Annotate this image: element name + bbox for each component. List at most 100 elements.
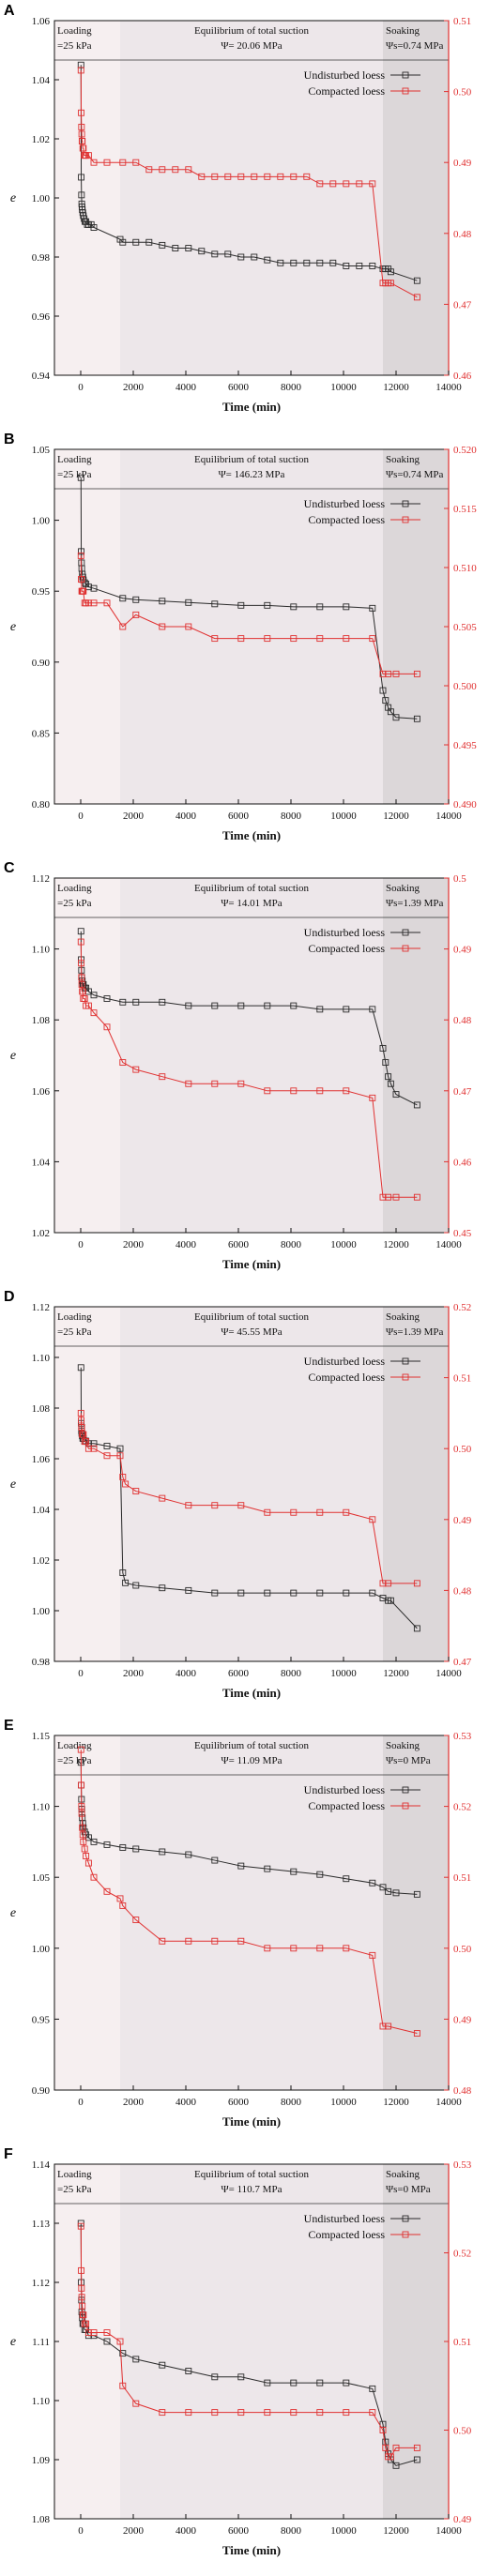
data-point <box>78 576 85 583</box>
x-axis-label: Time (min) <box>222 2543 281 2557</box>
stage-sublabel: =25 kPa <box>57 469 92 480</box>
legend-marker <box>402 1802 409 1810</box>
data-point <box>132 2400 140 2407</box>
y-tick-label: 0.90 <box>32 658 51 669</box>
x-tick-label: 4000 <box>176 811 197 822</box>
stage-sublabel: =25 kPa <box>57 2184 92 2195</box>
y-tick-label: 1.08 <box>32 2514 51 2525</box>
data-point <box>316 1589 324 1597</box>
legend-marker <box>402 87 409 95</box>
y-tick-label: 0.94 <box>32 371 51 382</box>
data-point <box>316 603 324 611</box>
data-point <box>119 1569 127 1576</box>
data-point <box>224 250 232 258</box>
series-line-undisturbed <box>80 65 418 281</box>
data-point <box>119 2382 127 2389</box>
data-point <box>79 138 86 144</box>
data-point <box>343 1508 350 1516</box>
data-point <box>379 1884 387 1891</box>
data-point <box>290 1945 298 1952</box>
data-point <box>79 977 86 985</box>
y-tick-label: 1.06 <box>32 1086 51 1098</box>
data-point <box>237 1937 245 1945</box>
y-tick-label: 0.80 <box>32 799 51 811</box>
data-point <box>290 1868 298 1875</box>
data-point <box>290 1589 298 1597</box>
stage-label: Loading <box>57 1740 92 1751</box>
data-point <box>211 600 219 608</box>
x-tick-label: 4000 <box>176 2097 197 2108</box>
stage-sublabel: Ψs=0 MPa <box>386 1755 431 1766</box>
data-point <box>90 224 98 231</box>
y2-tick-label: 0.47 <box>453 299 472 311</box>
data-point <box>356 263 363 269</box>
data-point <box>387 268 394 276</box>
x-tick-label: 14000 <box>435 2525 462 2537</box>
data-point <box>303 173 311 180</box>
data-point <box>132 1845 140 1853</box>
data-point <box>119 595 127 602</box>
data-point <box>185 599 192 606</box>
data-point <box>132 159 140 166</box>
panel-letter: F <box>4 2146 13 2162</box>
y-tick-label: 1.06 <box>32 16 51 27</box>
data-point <box>237 1002 245 1009</box>
data-point <box>77 928 84 935</box>
legend-marker <box>402 2215 409 2222</box>
y-axis-label: e <box>10 2335 16 2349</box>
legend-label: Undisturbed loess <box>304 497 386 510</box>
chart-panel-F: F Loading =25 kPa Equilibrium of total suct… <box>4 2146 472 2557</box>
y2-tick-label: 0.50 <box>453 2426 472 2437</box>
legend-marker <box>402 929 409 936</box>
stage-band <box>383 1307 449 1661</box>
data-point <box>237 1589 245 1597</box>
data-point <box>159 1494 166 1502</box>
data-point <box>369 635 376 643</box>
data-point <box>379 1044 387 1052</box>
y-tick-label: 1.12 <box>32 2278 50 2289</box>
data-point <box>264 1002 271 1009</box>
data-point <box>132 596 140 603</box>
data-point <box>343 1875 350 1883</box>
data-point <box>90 599 98 607</box>
series-line-undisturbed <box>80 931 418 1106</box>
y2-tick-label: 0.51 <box>453 16 471 27</box>
y-tick-label: 0.85 <box>32 728 51 739</box>
stage-sublabel: Ψs=1.39 MPa <box>386 898 443 909</box>
data-point <box>81 1845 88 1853</box>
data-point <box>103 159 111 166</box>
data-point <box>211 1589 219 1597</box>
y2-tick-label: 0.48 <box>453 1585 472 1597</box>
data-point <box>413 1580 420 1587</box>
data-point <box>119 238 127 246</box>
stage-label: Loading <box>57 2169 92 2180</box>
data-point <box>90 992 98 999</box>
data-point <box>385 2023 392 2030</box>
data-point <box>132 1066 140 1073</box>
stage-band <box>120 878 383 1233</box>
y-tick-label: 1.06 <box>32 1454 51 1465</box>
data-point <box>387 708 394 716</box>
data-point <box>145 166 153 174</box>
data-point <box>369 1094 376 1101</box>
data-point <box>78 974 85 981</box>
y-tick-label: 1.14 <box>32 2159 51 2171</box>
data-point <box>237 1502 245 1509</box>
chart-panel-A: A Loading =25 kPa Equilibrium of total suct… <box>4 3 472 414</box>
data-point <box>369 1951 376 1959</box>
data-point <box>413 2444 420 2451</box>
x-tick-label: 14000 <box>435 2097 462 2108</box>
data-point <box>392 2462 400 2469</box>
data-point <box>413 1890 420 1898</box>
data-point <box>172 245 179 251</box>
data-point <box>119 623 127 630</box>
data-point <box>79 1820 86 1827</box>
stage-label: Loading <box>57 1311 92 1323</box>
data-point <box>79 1824 86 1831</box>
legend-marker <box>402 1786 409 1794</box>
data-point <box>119 1473 127 1480</box>
y2-tick-label: 0.51 <box>453 2337 471 2348</box>
stage-sublabel: =25 kPa <box>57 1755 92 1766</box>
data-point <box>385 670 392 677</box>
data-point <box>264 173 271 180</box>
